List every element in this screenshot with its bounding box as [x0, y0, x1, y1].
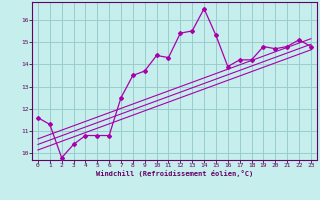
- X-axis label: Windchill (Refroidissement éolien,°C): Windchill (Refroidissement éolien,°C): [96, 170, 253, 177]
